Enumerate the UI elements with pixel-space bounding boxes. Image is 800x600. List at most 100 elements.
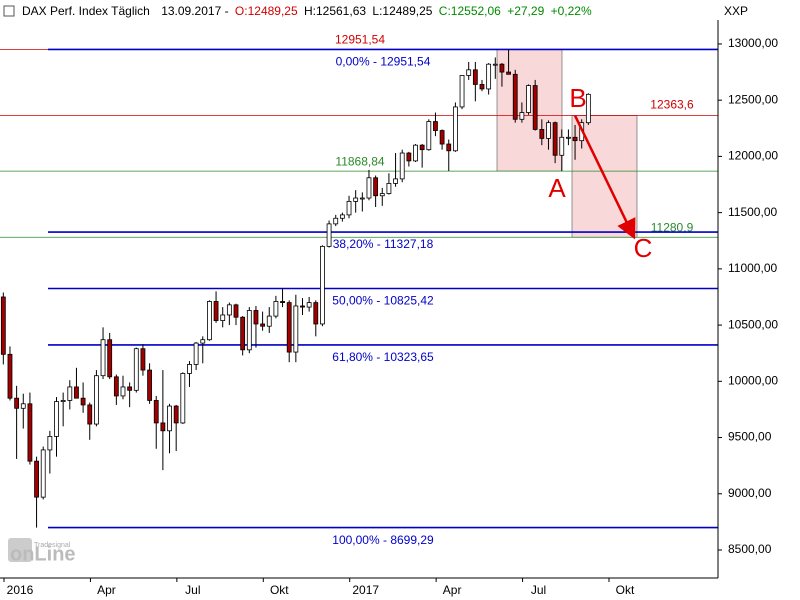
candle-body xyxy=(452,106,458,152)
candle-body xyxy=(366,177,372,199)
candle-body xyxy=(399,152,405,180)
wave-arrow xyxy=(573,114,636,240)
candle-body xyxy=(74,386,79,399)
candle-body xyxy=(293,305,299,353)
wave-label: A xyxy=(548,173,566,203)
candle-body xyxy=(413,144,418,162)
currency: XXP xyxy=(724,4,748,18)
fib-label: 0,00% - 12951,54 xyxy=(336,55,431,69)
candle-body xyxy=(459,75,465,108)
candle-body xyxy=(180,373,186,424)
candle-body xyxy=(539,129,545,139)
candle-body xyxy=(546,122,551,139)
x-tick-label: Okt xyxy=(270,583,289,597)
y-tick-label: 11000,00 xyxy=(728,261,777,275)
candle-body xyxy=(559,136,565,156)
brand: Tradesignal xyxy=(34,542,71,549)
candle-body xyxy=(220,314,226,321)
change-pct: +0,22% xyxy=(551,4,592,18)
open: O:12489,25 xyxy=(235,4,298,18)
candle-body xyxy=(54,401,59,437)
candle-body xyxy=(373,177,379,197)
candle-body xyxy=(93,375,99,425)
candle-body xyxy=(187,364,192,374)
candle-body xyxy=(446,143,452,152)
x-tick-label: Apr xyxy=(97,583,116,597)
price-level-label: 11868,84 xyxy=(335,154,384,168)
candle-body xyxy=(213,301,219,321)
high: H:12561,63 xyxy=(304,4,366,18)
candle-body xyxy=(326,223,332,247)
y-tick-label: 10000,00 xyxy=(728,373,778,387)
candle-body xyxy=(100,339,106,377)
price-level-label: 12951,54 xyxy=(335,33,385,47)
low: L:12489,25 xyxy=(372,4,432,18)
y-tick-label: 9500,00 xyxy=(728,430,772,444)
x-tick-label: Jul xyxy=(531,583,546,597)
wave-label: B xyxy=(569,83,586,113)
candle-body xyxy=(0,296,6,355)
candle-body xyxy=(240,316,246,351)
candle-body xyxy=(193,342,199,365)
candle-body xyxy=(386,182,392,194)
candle-body xyxy=(27,403,33,462)
candle-body xyxy=(20,403,26,409)
candle-body xyxy=(519,112,525,120)
x-tick-label: Apr xyxy=(443,583,462,597)
candle-body xyxy=(233,304,239,318)
fib-label: 50,00% - 10825,42 xyxy=(332,294,434,308)
y-tick-label: 10500,00 xyxy=(728,317,778,331)
candle-body xyxy=(120,386,126,397)
candle-body xyxy=(60,400,66,402)
candle-body xyxy=(506,71,511,75)
x-tick-label: Jul xyxy=(185,583,200,597)
price-level-label: 11280,9 xyxy=(651,220,694,234)
candle-body xyxy=(439,130,445,145)
candle-body xyxy=(552,122,558,156)
candle-body xyxy=(40,449,46,498)
candle-body xyxy=(419,144,425,151)
candle-body xyxy=(346,200,352,216)
candle-body xyxy=(160,422,166,432)
candle-body xyxy=(34,460,39,498)
candle-body xyxy=(140,348,146,371)
y-tick-label: 13000,00 xyxy=(728,36,778,50)
wave-label: C xyxy=(634,233,653,263)
plot: 8500,00 9000,00 9500,00 10000,00 10500,00 110… xyxy=(0,33,778,597)
x-tick-label: 2016 xyxy=(7,583,34,597)
x-tick-label: Okt xyxy=(616,583,635,597)
y-tick-label: 11500,00 xyxy=(728,205,777,219)
candle-body xyxy=(273,301,279,317)
candle-body xyxy=(173,405,179,424)
menu-icon[interactable] xyxy=(3,5,15,17)
candle-body xyxy=(585,93,591,124)
y-tick-label: 8500,00 xyxy=(728,542,772,556)
x-tick-label: 2017 xyxy=(352,583,379,597)
candle-body xyxy=(67,386,73,401)
header: DAX Perf. Index Täglich 13.09.2017 - O:1… xyxy=(22,4,592,18)
fib-label: 61,80% - 10323,65 xyxy=(332,350,434,364)
candle-body xyxy=(492,63,498,66)
candle-body xyxy=(486,63,492,90)
candle-body xyxy=(526,85,531,113)
candle-body xyxy=(379,193,385,197)
instrument: DAX Perf. Index Täglich xyxy=(22,4,150,18)
candle-body xyxy=(113,376,119,397)
date: 13.09.2017 - xyxy=(161,4,228,18)
y-tick-label: 9000,00 xyxy=(728,486,772,500)
candle-body xyxy=(153,400,159,424)
logo-box xyxy=(8,538,32,562)
candle-body xyxy=(333,217,339,225)
candle-body xyxy=(280,301,285,303)
candle-body xyxy=(426,121,432,151)
candle-body xyxy=(167,405,172,432)
candle-body xyxy=(200,339,206,344)
candle-body xyxy=(393,178,398,184)
candle-body xyxy=(260,323,266,327)
candle-body xyxy=(499,63,505,73)
candle-body xyxy=(406,152,412,162)
candle-body xyxy=(359,197,365,200)
candle-body xyxy=(246,310,252,351)
